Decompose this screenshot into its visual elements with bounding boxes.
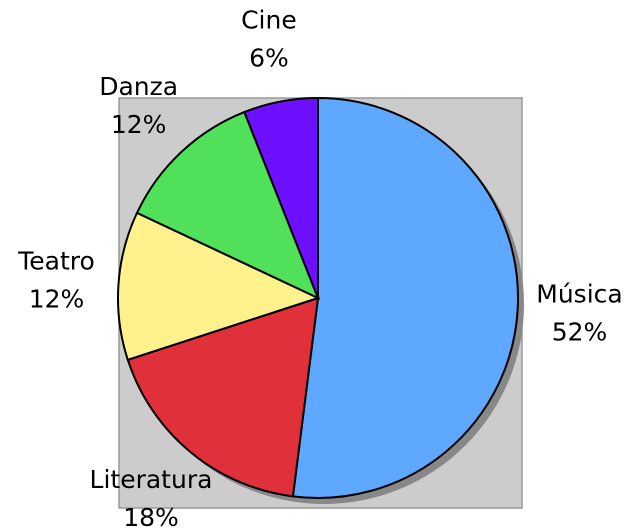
slice-label: Teatro xyxy=(17,247,95,276)
pie-slice xyxy=(135,110,320,300)
pie-slice xyxy=(291,96,519,499)
slice-value-label: 12% xyxy=(29,285,85,314)
slice-label: Cine xyxy=(241,6,297,35)
pie-slice xyxy=(243,96,319,299)
slice-label: Literatura xyxy=(90,465,213,494)
slice-value-label: 18% xyxy=(123,503,179,529)
slice-value-label: 52% xyxy=(552,317,608,346)
slice-label: Música xyxy=(536,279,622,308)
pie-slice xyxy=(117,211,321,362)
slice-value-label: 6% xyxy=(249,44,289,73)
slice-value-label: 12% xyxy=(111,110,167,139)
slice-label: Danza xyxy=(99,72,178,101)
pie-slice xyxy=(126,296,320,498)
